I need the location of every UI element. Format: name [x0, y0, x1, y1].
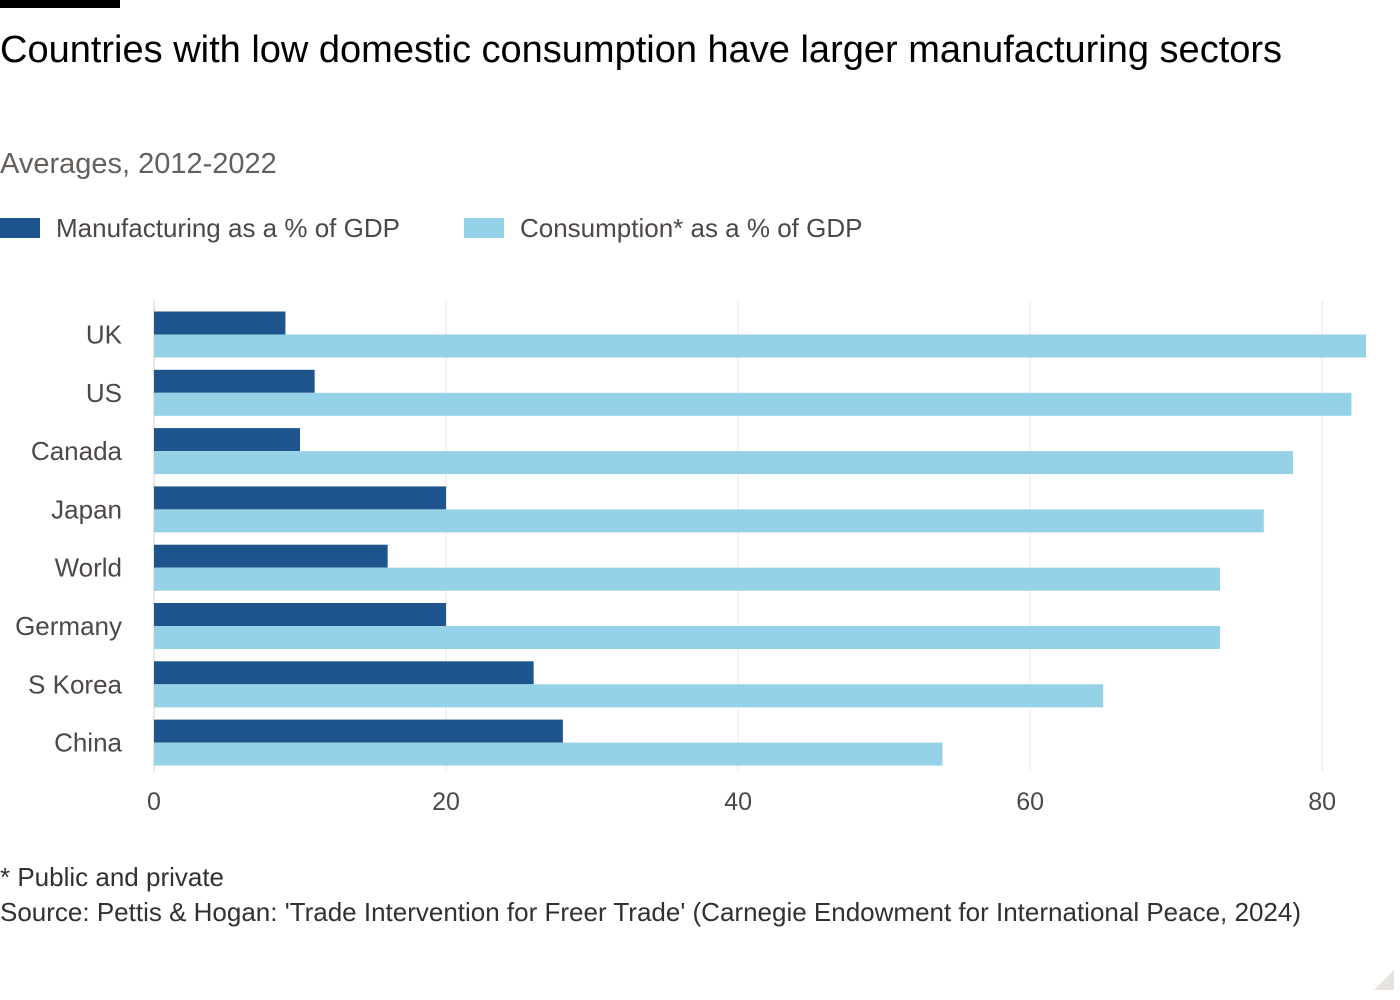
legend-swatch-manufacturing: [0, 218, 40, 238]
top-rule: [0, 0, 120, 8]
source-text: Source: Pettis & Hogan: 'Trade Intervent…: [0, 897, 1301, 927]
category-label-s-korea: S Korea: [28, 669, 122, 699]
bar-consumption-germany: [154, 626, 1220, 649]
footnote-note: * Public and private: [0, 862, 225, 892]
bar-consumption-us: [154, 392, 1352, 416]
x-tick-label-80: 80: [1308, 788, 1336, 816]
bar-consumption-china: [154, 742, 943, 766]
corner-mark: [1374, 970, 1394, 990]
category-label-us: US: [86, 378, 122, 408]
category-label-germany: Germany: [15, 611, 122, 641]
category-label-canada: Canada: [31, 436, 123, 466]
legend-swatch-consumption: [463, 218, 504, 238]
legend-label-manufacturing: Manufacturing as a % of GDP: [56, 212, 400, 243]
bar-manufacturing-s-korea: [154, 661, 534, 685]
bar-manufacturing-germany: [154, 603, 447, 626]
bar-consumption-canada: [154, 451, 1293, 475]
legend: Manufacturing as a % of GDP Consumption*…: [0, 208, 926, 248]
bar-manufacturing-uk: [154, 311, 286, 335]
bar-consumption-uk: [154, 334, 1366, 358]
bar-consumption-japan: [154, 509, 1264, 533]
chart-subtitle: Averages, 2012-2022: [0, 148, 277, 180]
footnote: * Public and private Source: Pettis & Ho…: [0, 860, 1330, 930]
category-label-china: China: [54, 728, 122, 758]
bar-consumption-s-korea: [154, 684, 1104, 708]
bar-manufacturing-china: [154, 719, 563, 743]
legend-item-manufacturing: Manufacturing as a % of GDP: [0, 213, 400, 244]
x-axis-ticks: 0 20 40 60 80: [147, 788, 1336, 816]
category-label-uk: UK: [86, 320, 123, 350]
x-tick-label-40: 40: [724, 788, 752, 816]
x-tick-label-20: 20: [432, 788, 460, 816]
category-labels: UK US Canada Japan World Germany S Korea China: [15, 320, 123, 758]
bars: [154, 311, 1366, 766]
category-label-japan: Japan: [51, 494, 122, 524]
chart-title: Countries with low domestic consumption …: [0, 29, 1283, 71]
bar-manufacturing-japan: [154, 486, 447, 510]
x-tick-label-0: 0: [147, 788, 161, 816]
bar-manufacturing-canada: [154, 428, 301, 452]
bar-manufacturing-us: [154, 369, 315, 393]
bar-manufacturing-world: [154, 544, 388, 568]
legend-item-consumption: Consumption* as a % of GDP: [463, 212, 863, 244]
legend-label-consumption: Consumption* as a % of GDP: [519, 212, 863, 243]
x-tick-label-60: 60: [1016, 788, 1044, 816]
category-label-world: World: [55, 553, 122, 583]
bar-consumption-world: [154, 567, 1220, 591]
